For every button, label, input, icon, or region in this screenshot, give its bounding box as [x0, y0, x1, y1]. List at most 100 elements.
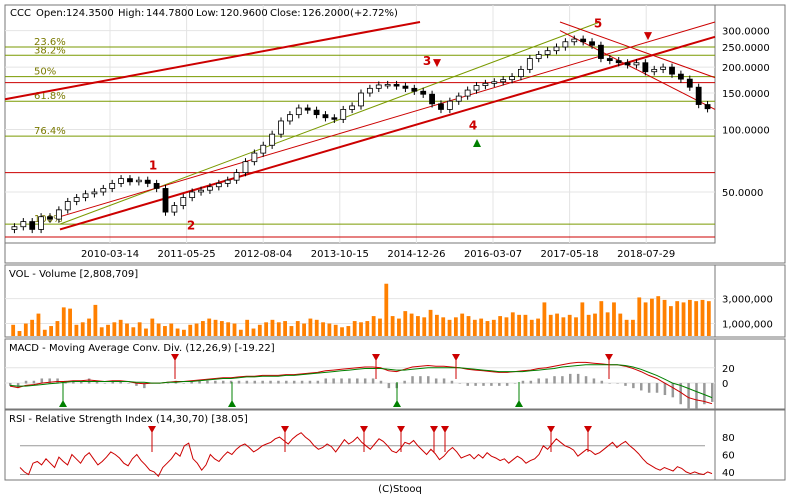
- stock-chart: 23.6%38.2%50%61.8%76.4%100% 300.0000250.…: [4, 4, 786, 481]
- macd-hist-bar: [292, 380, 296, 384]
- price-grid: [5, 5, 715, 243]
- macd-hist-bar: [592, 378, 596, 384]
- header-close-label: Close:: [270, 8, 301, 19]
- volume-bar: [200, 321, 205, 336]
- candle-body: [518, 68, 524, 78]
- macd-hist-bar: [482, 383, 485, 386]
- volume-bar: [466, 316, 471, 336]
- volume-bar: [434, 314, 439, 336]
- rsi-signal-markers: [148, 426, 592, 452]
- volume-bar: [593, 313, 597, 336]
- channel-line: [559, 30, 716, 110]
- volume-bar: [270, 319, 275, 336]
- macd-hist-bar: [608, 383, 611, 384]
- macd-hist-bar: [671, 383, 675, 398]
- wave-label: 4: [469, 119, 477, 133]
- rsi-title: RSI - Relative Strength Index (14,30,70)…: [9, 414, 248, 425]
- candle-body: [358, 92, 364, 107]
- volume-bars: [11, 283, 711, 336]
- candle-body: [411, 87, 418, 92]
- candle-body: [580, 38, 587, 43]
- macd-hist-bar: [135, 383, 138, 386]
- candle-body: [269, 133, 276, 146]
- volume-bar: [68, 308, 72, 336]
- candle-body: [162, 188, 169, 213]
- macd-hist-bar: [450, 380, 454, 384]
- candle-body: [633, 62, 640, 66]
- macd-hist-bar: [427, 376, 430, 384]
- macd-hist-bar: [111, 380, 115, 384]
- macd-hist-bar: [521, 380, 525, 384]
- up-arrow-marker: [473, 139, 481, 148]
- candle-body: [393, 84, 400, 87]
- candle-body: [278, 120, 284, 135]
- volume-bar: [163, 326, 167, 336]
- volume-bar: [504, 317, 509, 336]
- macd-hist-bar: [498, 383, 501, 386]
- macd-hist-bar: [300, 380, 304, 384]
- volume-bar: [586, 314, 591, 336]
- volume-bar: [144, 328, 148, 336]
- macd-hist-bar: [419, 376, 422, 384]
- date-axis: 2010-03-14 2011-05-25 2012-08-04 2013-10-15…: [81, 249, 675, 260]
- volume-bar: [93, 304, 98, 336]
- macd-tick-label: 20: [722, 364, 735, 375]
- macd-up-marker: [59, 400, 67, 407]
- volume-bar: [169, 323, 174, 336]
- candle-body: [91, 191, 98, 195]
- macd-hist-bar: [9, 383, 12, 386]
- macd-hist-bar: [277, 380, 280, 384]
- price-tick-label: 200.0000: [722, 63, 770, 74]
- volume-bar: [17, 331, 22, 336]
- candle-body: [144, 179, 151, 184]
- candle-body: [118, 178, 124, 184]
- macd-hist-bar: [695, 383, 698, 409]
- volume-bar: [36, 313, 41, 336]
- price-tick-label: 300.0000: [722, 27, 770, 38]
- candle-body: [100, 188, 107, 193]
- macd-hist-bar: [229, 380, 233, 384]
- candle-body: [366, 87, 373, 94]
- rsi-panel: 80 60 40 RSI - Relative Strength Index (14…: [4, 409, 786, 481]
- volume-bar: [182, 329, 186, 336]
- volume-bar: [397, 318, 401, 336]
- volume-bar: [238, 329, 243, 336]
- macd-hist-bar: [48, 378, 51, 384]
- macd-hist-bar: [584, 376, 588, 384]
- macd-hist-bar: [348, 378, 351, 384]
- volume-bar: [567, 314, 572, 336]
- macd-hist-bar: [316, 380, 320, 384]
- candle-body: [526, 58, 533, 70]
- macd-hist-bar: [285, 380, 288, 384]
- candle-body: [455, 95, 462, 102]
- copyright-footer: (C)Stooq: [378, 484, 422, 495]
- macd-down-marker: [605, 354, 613, 361]
- macd-hist-bar: [103, 383, 107, 384]
- macd-hist-bar: [40, 378, 44, 384]
- date-tick-label: 2018-07-29: [617, 249, 675, 260]
- macd-hist-bar: [32, 380, 36, 384]
- candle-body: [473, 85, 480, 91]
- volume-bar: [460, 313, 465, 336]
- volume-bar: [295, 321, 300, 336]
- candle-body: [331, 117, 338, 120]
- header-change: (+2.72%): [350, 8, 398, 19]
- macd-hist-bar: [340, 378, 343, 384]
- volume-bar: [472, 319, 477, 336]
- date-tick-label: 2011-05-25: [158, 249, 216, 260]
- header-open: 124.3500: [66, 8, 114, 19]
- macd-hist-bar: [72, 380, 75, 384]
- volume-bar: [175, 328, 180, 336]
- date-tick-label: 2017-05-18: [541, 249, 599, 260]
- candle-body: [535, 54, 542, 59]
- candle-body: [109, 182, 116, 189]
- volume-bar: [42, 329, 47, 336]
- volume-bar: [131, 327, 136, 336]
- rsi-tick-label: 60: [722, 450, 735, 461]
- volume-bar: [441, 317, 446, 336]
- macd-hist-bar: [79, 380, 83, 384]
- candle-body: [624, 62, 631, 66]
- wave-label: 1: [149, 159, 157, 173]
- volume-bar: [618, 313, 623, 336]
- volume-bar: [529, 319, 534, 336]
